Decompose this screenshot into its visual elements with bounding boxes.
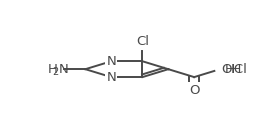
Text: N: N — [106, 55, 116, 68]
Text: H: H — [48, 63, 57, 76]
Text: O: O — [189, 84, 199, 97]
Text: OH: OH — [221, 63, 242, 76]
Text: Cl: Cl — [136, 35, 149, 48]
Text: HCl: HCl — [225, 63, 248, 76]
Text: 2: 2 — [52, 66, 58, 76]
Text: N: N — [58, 63, 68, 76]
Text: N: N — [106, 71, 116, 84]
